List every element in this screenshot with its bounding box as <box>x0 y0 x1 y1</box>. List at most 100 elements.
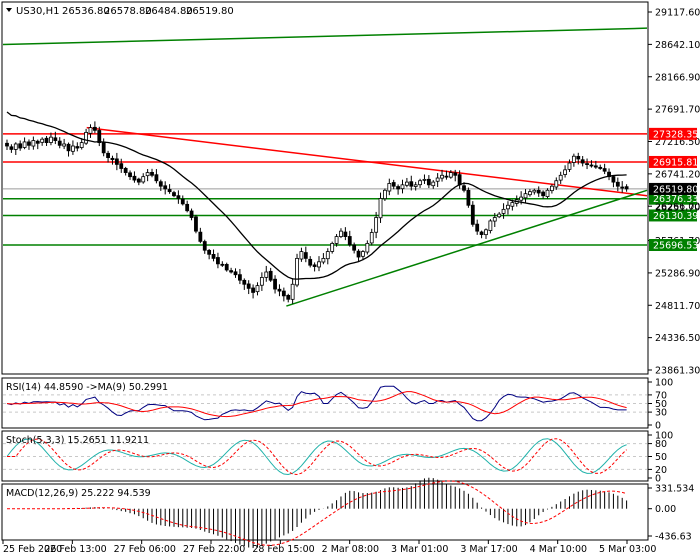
candle-body <box>576 155 581 160</box>
time-tick-label: 2 Mar 08:00 <box>322 544 379 555</box>
candle-body <box>624 186 629 190</box>
candle-body <box>163 185 168 190</box>
candle-body <box>497 213 502 218</box>
candle-body <box>312 264 317 267</box>
candle-body <box>5 142 9 147</box>
candle-body <box>303 252 308 259</box>
candle-body <box>246 283 251 289</box>
candle-body <box>31 140 36 147</box>
price-tick-label: 25286.90 <box>655 268 700 279</box>
stoch-tick-label: 0 <box>655 474 661 485</box>
candle-body <box>27 141 31 146</box>
macd-signal-line <box>7 480 627 546</box>
rsi-line <box>6 385 627 422</box>
candle-body <box>374 217 379 233</box>
time-tick-label: 3 Mar 17:00 <box>460 544 517 555</box>
candle-body <box>523 193 528 199</box>
candle-body <box>233 271 238 276</box>
candle-body <box>615 181 620 187</box>
candle-body <box>290 283 295 300</box>
rsi-tick-label: 30 <box>655 408 667 419</box>
candle-body <box>71 145 75 152</box>
moving-average-line <box>6 111 627 280</box>
candle-body <box>585 163 589 166</box>
candle-body <box>413 184 418 187</box>
candle-body <box>470 204 475 225</box>
trend-line <box>2 27 648 46</box>
candle-body <box>383 189 387 200</box>
time-tick-label: 27 Feb 06:00 <box>114 544 176 555</box>
candle-body <box>567 162 572 170</box>
candle-body <box>536 189 541 194</box>
price-tick-label: 26266.00 <box>655 202 700 213</box>
candle-body <box>519 196 524 201</box>
candle-body <box>347 236 352 246</box>
candle-body <box>242 279 247 285</box>
candle-body <box>422 178 427 181</box>
level-price-tag <box>649 239 697 252</box>
candle-body <box>400 184 405 190</box>
candle-body <box>510 202 515 207</box>
candle-body <box>273 278 277 290</box>
candle-body <box>198 231 203 242</box>
candle-body <box>378 198 383 219</box>
time-tick-label: 28 Feb 15:00 <box>252 544 314 555</box>
candle-body <box>185 203 190 212</box>
price-pane-frame <box>1 1 649 375</box>
candle-body <box>132 175 137 181</box>
rsi-tick-label: 50 <box>655 399 667 410</box>
rsi-ma-line <box>6 391 627 418</box>
candle-body <box>431 181 436 187</box>
ohlc-high: 26578.80 <box>104 6 152 17</box>
candle-body <box>295 257 299 286</box>
candle-body <box>207 249 212 255</box>
level-price-tag <box>649 209 697 222</box>
level-price-tag <box>649 127 697 140</box>
rsi-title: RSI(14) 44.8590 ->MA(9) 50.2991 <box>6 382 168 393</box>
candle-body <box>141 176 146 183</box>
candle-body <box>176 195 181 199</box>
time-tick-label: 25 Feb 2020 <box>3 544 62 555</box>
candle-body <box>66 143 71 152</box>
price-tick-label: 27216.50 <box>655 137 700 148</box>
stoch-tick-label: 100 <box>655 431 673 442</box>
candle-body <box>325 251 330 260</box>
candle-body <box>251 287 255 293</box>
candle-body <box>211 254 216 259</box>
candle-body <box>281 290 286 297</box>
stoch-pane-frame <box>1 430 649 482</box>
candle-body <box>49 136 53 143</box>
candle-body <box>180 198 185 205</box>
candle-body <box>330 243 335 252</box>
candle-body <box>571 155 576 163</box>
trend-line <box>286 189 648 307</box>
candle-body <box>611 176 616 183</box>
price-tick-label: 27691.70 <box>655 105 700 116</box>
candle-body <box>563 169 567 175</box>
candle-body <box>369 232 374 244</box>
candle-body <box>435 177 440 182</box>
level-price-label: 26130.39 <box>653 211 698 222</box>
candle-body <box>488 220 493 232</box>
candle-body <box>391 182 396 187</box>
candle-body <box>40 138 45 143</box>
candle-body <box>79 142 84 148</box>
current-price-tag <box>649 182 697 195</box>
symbol-dropdown-icon[interactable] <box>6 8 12 12</box>
candle-body <box>396 186 400 190</box>
stoch-tick-label: 50 <box>655 452 667 463</box>
candle-body <box>356 250 361 258</box>
ohlc-close: 26519.80 <box>186 6 234 17</box>
macd-title: MACD(12,26,9) 25.222 94.539 <box>6 488 151 499</box>
time-tick-label: 27 Feb 22:00 <box>183 544 245 555</box>
candle-body <box>426 178 431 186</box>
price-tick-label: 28166.90 <box>655 72 700 83</box>
time-tick-label: 5 Mar 03:00 <box>599 544 656 555</box>
price-tick-label: 24811.70 <box>655 301 700 312</box>
candle-body <box>9 146 14 150</box>
stoch-tick-label: 20 <box>655 465 667 476</box>
candle-body <box>158 181 163 187</box>
macd-tick-label: 331.534 <box>655 484 694 495</box>
candle-body <box>22 141 27 148</box>
trend-line <box>86 126 648 197</box>
